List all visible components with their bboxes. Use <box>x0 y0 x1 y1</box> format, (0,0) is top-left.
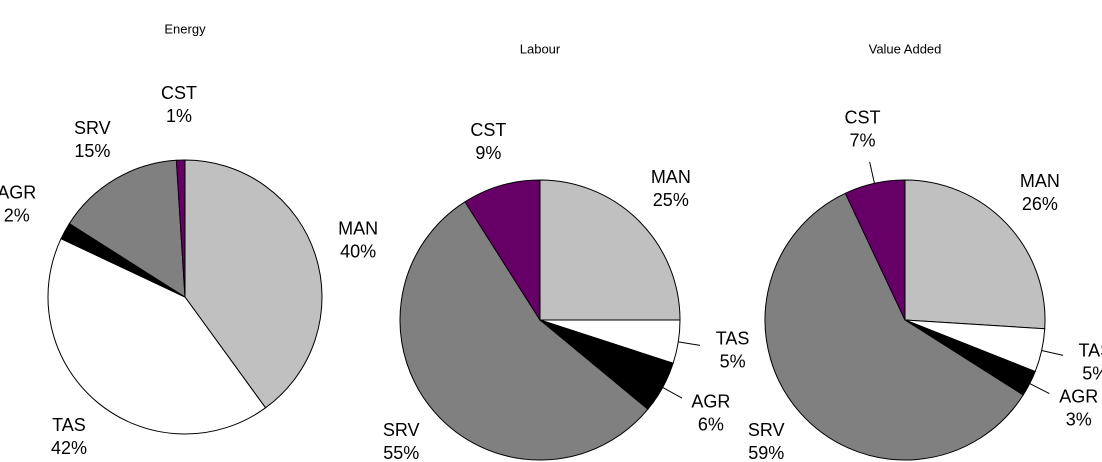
slice-category: SRV <box>748 420 785 440</box>
slice-value-label: 55% <box>383 443 419 462</box>
slice-category: AGR <box>691 392 730 412</box>
slice-category: MAN <box>338 219 378 239</box>
leader-line <box>869 161 875 184</box>
slice-value-label: 42% <box>51 438 87 458</box>
slice-value-label: 9% <box>475 143 501 163</box>
slice-category: TAS <box>716 328 750 348</box>
slice-category: AGR <box>0 182 36 202</box>
pie-slice <box>68 159 186 298</box>
slice-value-label: 2% <box>4 205 30 225</box>
pie-slice <box>904 179 1046 330</box>
slice-value-label: 3% <box>1066 409 1092 429</box>
chart-title: Energy <box>164 21 206 36</box>
slice-category: AGR <box>1059 386 1098 406</box>
pie-slice <box>399 201 649 461</box>
slice-category: CST <box>844 107 880 127</box>
pie-slice <box>464 179 541 322</box>
leader-line <box>678 341 701 346</box>
pie-slice <box>175 159 186 298</box>
leader-line <box>662 387 683 399</box>
pie-slice <box>539 179 681 321</box>
slice-value-label: 1% <box>166 106 192 126</box>
slice-value-label: 26% <box>1022 194 1058 214</box>
chart-title: Labour <box>520 41 561 56</box>
slice-value-label: 25% <box>653 190 689 210</box>
slice-category: CST <box>470 120 506 140</box>
slice-category: MAN <box>651 167 691 187</box>
chart-title: Value Added <box>869 41 942 56</box>
leader-line <box>1029 383 1050 394</box>
slice-category: MAN <box>1020 171 1060 191</box>
pie-slice <box>844 179 906 321</box>
slice-category: TAS <box>1078 340 1102 360</box>
pie-slice <box>184 159 323 409</box>
slice-value-label: 59% <box>748 443 784 462</box>
slice-value-label: 5% <box>1082 363 1102 383</box>
pie-slice <box>764 192 1024 461</box>
slice-value-label: 15% <box>74 141 110 161</box>
pie-slice <box>47 238 267 435</box>
slice-value-label: 5% <box>720 351 746 371</box>
slice-value-label: 7% <box>849 130 875 150</box>
slice-category: SRV <box>74 118 111 138</box>
leader-line <box>1041 350 1064 356</box>
slice-value-label: 40% <box>340 242 376 262</box>
slice-category: SRV <box>383 420 420 440</box>
slice-category: TAS <box>52 415 86 435</box>
slice-value-label: 6% <box>698 415 724 435</box>
slice-category: CST <box>161 83 197 103</box>
